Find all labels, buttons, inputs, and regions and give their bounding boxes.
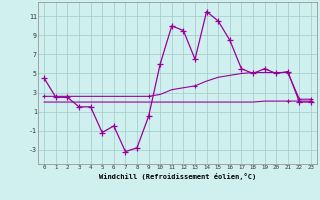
X-axis label: Windchill (Refroidissement éolien,°C): Windchill (Refroidissement éolien,°C)	[99, 173, 256, 180]
